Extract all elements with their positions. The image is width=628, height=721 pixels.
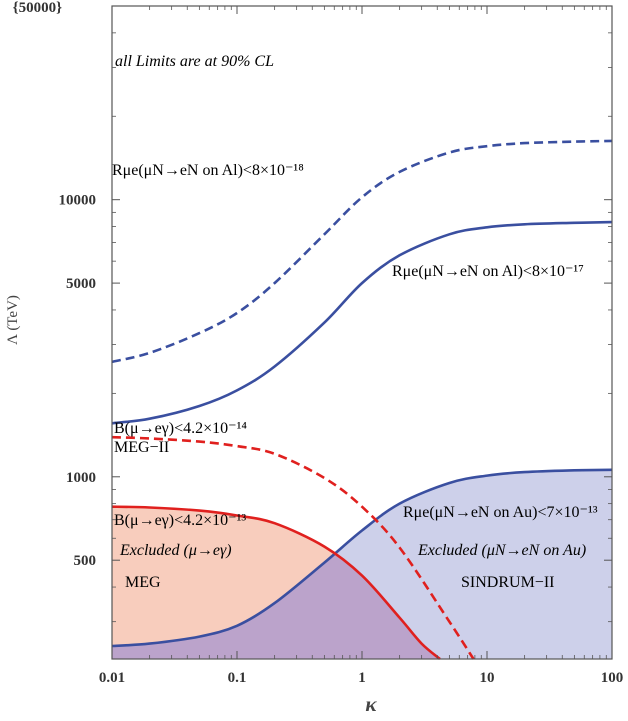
x-tick-label: 1: [358, 670, 366, 686]
annotation-al-dashed: Rμe(μN→eN on Al)<8×10⁻¹⁸: [112, 162, 304, 179]
annotation-meg2-name: MEG−II: [114, 439, 169, 456]
al-8e-18-dashed-line: [111, 139, 613, 364]
annotation-au-excluded: Excluded (μN→eN on Au): [417, 542, 586, 559]
meg2-4.2e-14-dashed-line: [111, 435, 475, 660]
x-axis-title: κ: [365, 692, 377, 716]
x-tick-label: 0.01: [99, 670, 125, 686]
annotation-au-limit: Rμe(μN→eN on Au)<7×10⁻¹³: [403, 504, 598, 521]
al-8e-17-solid-line: [111, 220, 613, 425]
y-tick-label: 1000: [66, 470, 96, 486]
x-tick-label: 10: [480, 670, 495, 686]
x-tick-label: 0.1: [228, 670, 247, 686]
axis-ticks: 0.01 0.1 1 10 100 500 1000 5000 10000: [59, 6, 624, 686]
y-tick-label: 10000: [59, 193, 97, 209]
annotation-au-name: SINDRUM−II: [461, 574, 554, 591]
annotation-meg-name: MEG: [125, 574, 161, 591]
y-tick-label: 500: [74, 553, 97, 569]
annotation-meg-limit: B(μ→eγ)<4.2×10⁻¹³: [114, 512, 246, 529]
annotation-al-solid: Rμe(μN→eN on Al)<8×10⁻¹⁷: [392, 263, 584, 280]
exclusion-regions: [112, 469, 612, 659]
y-axis-title: Λ (TeV): [5, 295, 21, 345]
sindrum-excluded-region: [112, 469, 612, 659]
annotation-meg2-limit: B(μ→eγ)<4.2×10⁻¹⁴: [114, 420, 247, 437]
series-lines: [111, 139, 613, 660]
y-tick-label: 5000: [66, 276, 96, 292]
annotation-meg-excluded: Excluded (μ→eγ): [119, 542, 232, 559]
au-7e-13-line: [111, 468, 613, 648]
meg-4.2e-13-line: [111, 505, 441, 660]
y-top-label: {50000}: [13, 0, 62, 16]
x-tick-label: 100: [601, 670, 624, 686]
annotation-cl-note: all Limits are at 90% CL: [115, 53, 274, 70]
